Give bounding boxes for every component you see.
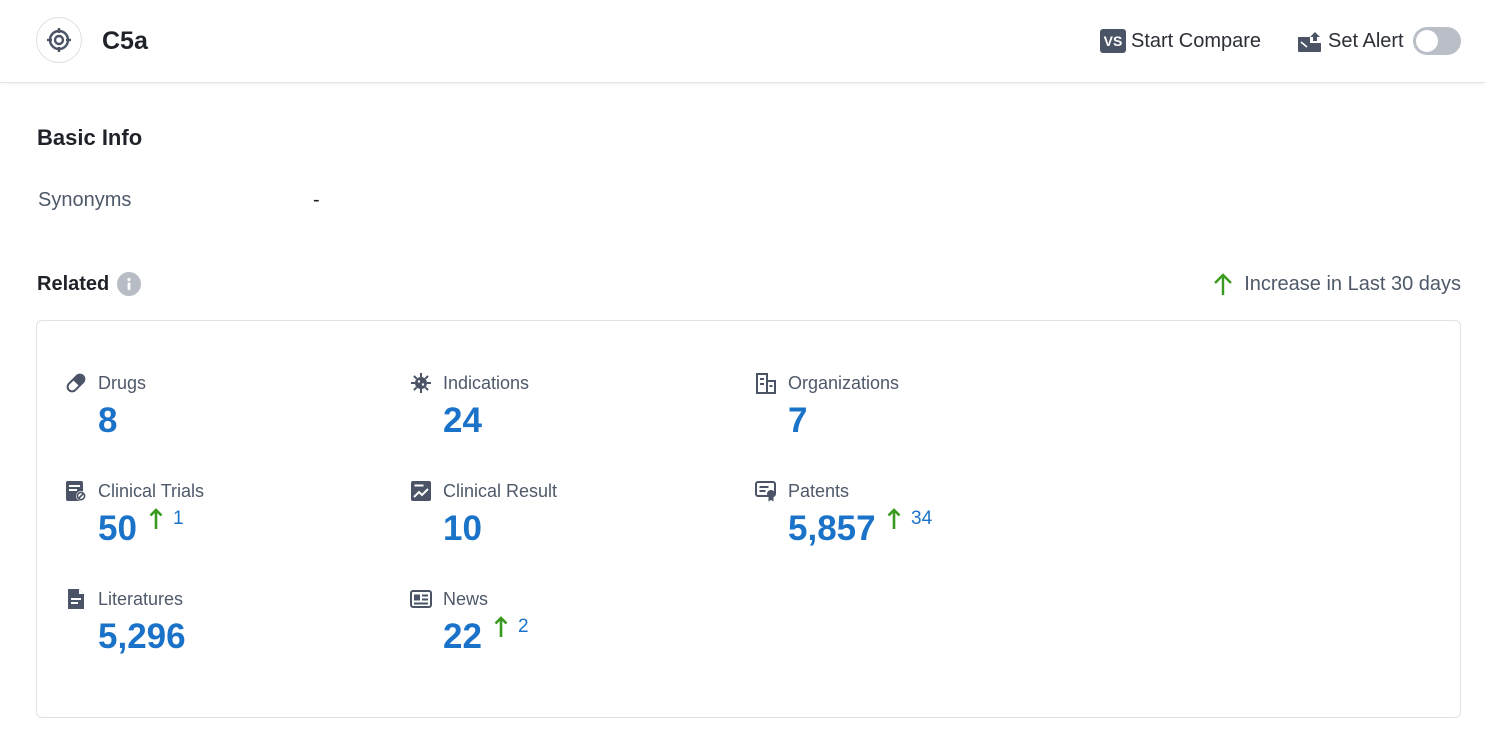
info-icon[interactable] <box>117 272 141 296</box>
stat-label: Patents <box>788 481 849 502</box>
stat-value[interactable]: 5,857 <box>788 509 876 549</box>
stat-indications-header[interactable]: Indications <box>410 371 529 395</box>
virus-icon <box>410 372 432 394</box>
stat-clinical-result-header[interactable]: Clinical Result <box>410 479 557 503</box>
start-compare-button[interactable]: VS Start Compare <box>1100 27 1261 55</box>
stat-value[interactable]: 8 <box>98 401 117 441</box>
stat-news-header[interactable]: News <box>410 587 488 611</box>
toggle-knob <box>1416 30 1438 52</box>
increase-indicator: 34 <box>887 507 932 531</box>
alert-icon <box>1297 29 1323 53</box>
stat-label: Indications <box>443 373 529 394</box>
stat-label: Drugs <box>98 373 146 394</box>
stat-clinical-result: Clinical Result 10 <box>410 479 730 569</box>
stat-news: News 22 2 <box>410 587 730 677</box>
legend-label: Increase in Last 30 days <box>1244 273 1461 296</box>
stat-patents: Patents 5,857 34 <box>755 479 1075 569</box>
certificate-icon <box>755 480 777 502</box>
increase-value[interactable]: 34 <box>911 508 932 530</box>
newspaper-icon <box>410 588 432 610</box>
stat-label: News <box>443 589 488 610</box>
chart-doc-icon <box>410 480 432 502</box>
vs-icon: VS <box>1100 29 1126 53</box>
page-title: C5a <box>102 26 148 56</box>
stat-value[interactable]: 10 <box>443 509 482 549</box>
stat-literatures-header[interactable]: Literatures <box>65 587 183 611</box>
increase-legend: Increase in Last 30 days <box>1212 272 1461 296</box>
alert-toggle[interactable] <box>1413 27 1461 55</box>
stat-label: Clinical Result <box>443 481 557 502</box>
increase-value[interactable]: 2 <box>518 616 529 638</box>
synonyms-label: Synonyms <box>38 189 131 212</box>
increase-indicator: 1 <box>149 507 184 531</box>
stat-label: Clinical Trials <box>98 481 204 502</box>
clinical-trials-icon <box>65 480 87 502</box>
stat-value[interactable]: 22 <box>443 617 482 657</box>
increase-value[interactable]: 1 <box>173 508 184 530</box>
arrow-up-icon <box>887 507 901 531</box>
stat-clinical-trials: Clinical Trials 50 1 <box>65 479 385 569</box>
stat-value[interactable]: 7 <box>788 401 807 441</box>
related-title: Related <box>37 273 109 296</box>
start-compare-label: Start Compare <box>1131 30 1261 53</box>
arrow-up-icon <box>494 615 508 639</box>
document-icon <box>65 588 87 610</box>
pill-icon <box>65 372 87 394</box>
stat-organizations: Organizations 7 <box>755 371 1075 461</box>
stat-patents-header[interactable]: Patents <box>755 479 849 503</box>
stat-value[interactable]: 5,296 <box>98 617 186 657</box>
synonyms-value: - <box>313 189 320 212</box>
stat-label: Literatures <box>98 589 183 610</box>
stat-clinical-trials-header[interactable]: Clinical Trials <box>65 479 204 503</box>
stat-drugs: Drugs 8 <box>65 371 385 461</box>
page-header: C5a VS Start Compare Set Alert <box>0 0 1485 83</box>
arrow-up-icon <box>149 507 163 531</box>
stat-organizations-header[interactable]: Organizations <box>755 371 899 395</box>
basic-info-heading: Basic Info <box>37 125 142 151</box>
building-icon <box>755 372 777 394</box>
set-alert-button[interactable]: Set Alert <box>1297 27 1404 55</box>
svg-text:VS: VS <box>1104 33 1123 49</box>
increase-indicator: 2 <box>494 615 529 639</box>
related-heading: Related <box>37 272 141 296</box>
related-stats-card: Drugs 8 Indications 24 <box>36 320 1461 718</box>
stat-drugs-header[interactable]: Drugs <box>65 371 146 395</box>
arrow-up-icon <box>1212 272 1234 296</box>
set-alert-label: Set Alert <box>1328 30 1404 53</box>
stat-value[interactable]: 24 <box>443 401 482 441</box>
target-icon <box>36 17 82 63</box>
stat-literatures: Literatures 5,296 <box>65 587 385 677</box>
stat-value[interactable]: 50 <box>98 509 137 549</box>
stat-label: Organizations <box>788 373 899 394</box>
stat-indications: Indications 24 <box>410 371 730 461</box>
